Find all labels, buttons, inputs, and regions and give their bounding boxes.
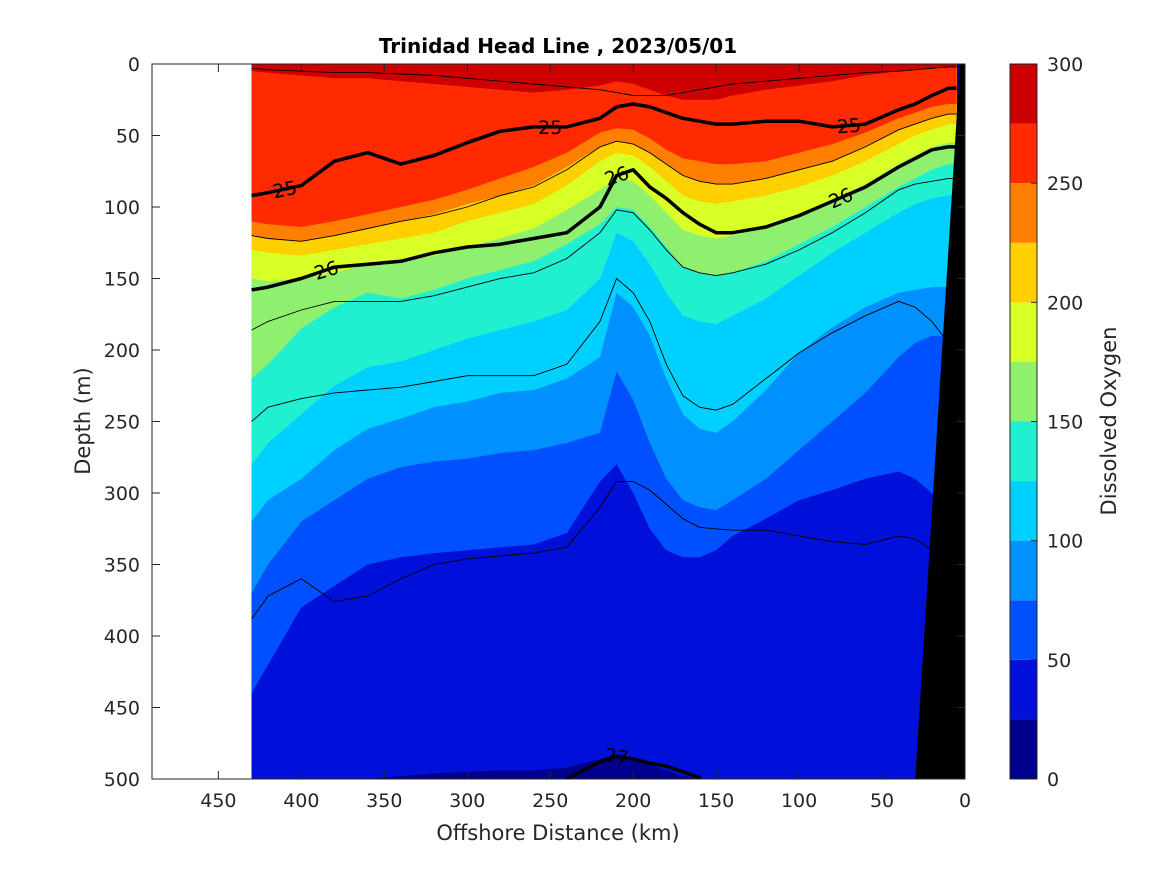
y-tick-label: 400 bbox=[104, 626, 140, 648]
colorbar-segment bbox=[1010, 659, 1037, 720]
colorbar-tick-label: 300 bbox=[1047, 54, 1083, 76]
x-tick-label: 250 bbox=[532, 790, 568, 812]
colorbar-segment bbox=[1010, 540, 1037, 601]
y-tick-label: 500 bbox=[104, 769, 140, 791]
colorbar-tick-label: 200 bbox=[1047, 292, 1083, 314]
density-contour-label: 27 bbox=[603, 744, 631, 770]
x-tick-label: 350 bbox=[366, 790, 402, 812]
x-tick-label: 50 bbox=[870, 790, 894, 812]
thin-density-contour-0 bbox=[251, 66, 957, 96]
chart-title: Trinidad Head Line , 2023/05/01 bbox=[379, 34, 737, 58]
colorbar: 0 50 100 150 200 250 300 bbox=[1009, 54, 1083, 791]
y-axis-label: Depth (m) bbox=[71, 367, 95, 474]
density-contour-25 bbox=[251, 86, 957, 198]
y-tick-label: 350 bbox=[104, 555, 140, 577]
x-tick-label: 100 bbox=[781, 790, 817, 812]
x-tick-label: 400 bbox=[283, 790, 319, 812]
thin-density-contours bbox=[251, 66, 957, 620]
y-tick-label: 100 bbox=[104, 197, 140, 219]
y-tick-label: 0 bbox=[128, 54, 140, 76]
colorbar-segment bbox=[1010, 719, 1037, 779]
x-tick-label: 200 bbox=[615, 790, 651, 812]
density-contour-label: 25 bbox=[836, 114, 862, 138]
colorbar-tick-label: 50 bbox=[1047, 650, 1071, 672]
y-tick-label: 250 bbox=[104, 412, 140, 434]
density-contour-label: 25 bbox=[538, 117, 562, 139]
y-tick-label: 50 bbox=[116, 126, 140, 148]
bathymetry-wedge bbox=[915, 64, 965, 779]
oxygen-band-250 bbox=[251, 64, 957, 227]
density-contour-26 bbox=[251, 145, 957, 292]
y-tick-label: 300 bbox=[104, 483, 140, 505]
thin-density-contour-3 bbox=[251, 277, 957, 422]
thin-density-contour-1 bbox=[251, 113, 957, 242]
x-tick-label: 150 bbox=[698, 790, 734, 812]
colorbar-segment bbox=[1010, 183, 1037, 243]
oxygen-filled-contours bbox=[251, 64, 965, 779]
colorbar-tick-label: 150 bbox=[1047, 412, 1083, 434]
colorbar-tick-label: 100 bbox=[1047, 531, 1083, 553]
colorbar-label: Dissolved Oxygen bbox=[1097, 327, 1121, 516]
colorbar-tick-label: 0 bbox=[1047, 769, 1059, 791]
x-tick-label: 450 bbox=[200, 790, 236, 812]
colorbar-segment bbox=[1010, 600, 1037, 660]
colorbar-segment bbox=[1010, 361, 1037, 422]
colorbar-segment bbox=[1010, 302, 1037, 362]
thin-density-contour-2 bbox=[251, 177, 957, 331]
y-tick-label: 150 bbox=[104, 269, 140, 291]
colorbar-segment bbox=[1010, 123, 1037, 184]
density-contour-label: 25 bbox=[271, 177, 299, 204]
x-tick-label: 0 bbox=[959, 790, 971, 812]
oxygen-band-275 bbox=[251, 64, 957, 100]
colorbar-segment bbox=[1010, 481, 1037, 541]
colorbar-segment bbox=[1010, 64, 1037, 124]
thin-density-contour-4 bbox=[251, 481, 957, 620]
bathymetry-mask bbox=[915, 64, 965, 779]
y-axis-ticks: 0 50 100 150 200 250 300 350 400 450 500 bbox=[104, 54, 965, 791]
colorbar-segment bbox=[1010, 242, 1037, 303]
y-tick-label: 200 bbox=[104, 340, 140, 362]
x-axis-ticks: 450 400 350 300 250 200 150 100 50 0 bbox=[200, 64, 971, 812]
x-axis-label: Offshore Distance (km) bbox=[436, 821, 679, 845]
colorbar-segment bbox=[1010, 421, 1037, 482]
x-tick-label: 300 bbox=[449, 790, 485, 812]
colorbar-tick-label: 250 bbox=[1047, 173, 1083, 195]
density-contour-27 bbox=[564, 754, 702, 779]
y-tick-label: 450 bbox=[104, 698, 140, 720]
